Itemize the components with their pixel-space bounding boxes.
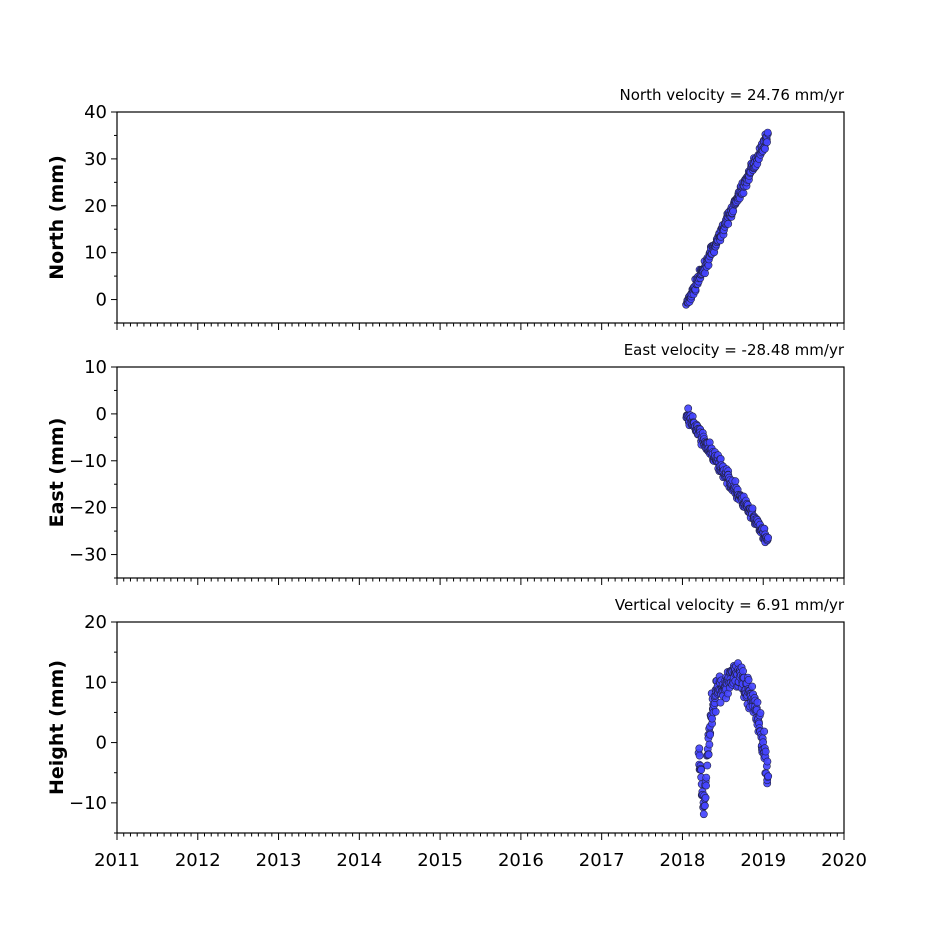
data-point — [764, 533, 772, 542]
data-point — [684, 404, 693, 413]
data-point — [711, 707, 720, 716]
x-tick-label: 2019 — [740, 850, 786, 871]
data-point — [761, 144, 769, 153]
data-point — [731, 477, 740, 486]
x-tick-label: 2017 — [579, 850, 625, 871]
x-tick-label: 2016 — [498, 850, 544, 871]
data-point — [763, 138, 771, 147]
y-tick-label: 10 — [84, 357, 107, 378]
data-point — [764, 772, 773, 781]
y-tick-label: 20 — [84, 196, 107, 217]
y-tick-label: 20 — [84, 612, 107, 633]
y-tick-label: −10 — [69, 793, 107, 814]
y-tick-label: 40 — [84, 102, 107, 123]
series-points — [682, 404, 772, 547]
y-axis-label: East (mm) — [46, 418, 68, 528]
series-points — [682, 128, 772, 309]
data-point — [760, 727, 769, 736]
data-point — [748, 682, 757, 691]
data-point — [763, 128, 772, 137]
data-point — [702, 773, 711, 782]
y-tick-label: 0 — [96, 290, 107, 311]
plot-frame — [116, 621, 845, 834]
data-point — [729, 207, 738, 216]
panel-3: Vertical velocity = 6.91 mm/yr Height (mm… — [46, 596, 867, 871]
y-tick-label: −30 — [69, 545, 107, 566]
panel-2: East velocity = -28.48 mm/yr East (mm)−30… — [46, 341, 845, 585]
plot-frame — [116, 366, 845, 579]
data-point — [697, 765, 706, 774]
panel-1: North velocity = 24.76 mm/yr North (mm) 0 1… — [46, 86, 845, 330]
data-point — [701, 801, 709, 810]
data-point — [744, 676, 753, 684]
y-tick-label: −20 — [69, 498, 107, 519]
data-point — [695, 744, 704, 753]
data-point — [702, 781, 710, 790]
x-tick-label: 2018 — [660, 850, 706, 871]
y-tick-label: 10 — [84, 672, 107, 693]
y-tick-label: 0 — [96, 404, 107, 425]
x-tick-label: 2014 — [336, 850, 382, 871]
data-point — [716, 698, 725, 707]
data-point — [703, 761, 712, 770]
data-point — [706, 730, 714, 739]
y-tick-label: −10 — [69, 451, 107, 472]
y-axis-label: Height (mm) — [46, 660, 68, 795]
x-tick-label: 2020 — [821, 850, 867, 871]
data-point — [699, 810, 708, 819]
velocity-title: East velocity = -28.48 mm/yr — [624, 341, 845, 359]
data-point — [748, 504, 757, 513]
data-point — [695, 751, 704, 760]
x-tick-label: 2012 — [175, 850, 221, 871]
data-point — [756, 709, 765, 717]
data-point — [753, 698, 762, 707]
data-point — [724, 219, 733, 228]
data-point — [705, 740, 714, 749]
data-point — [739, 667, 747, 676]
x-tick-label: 2013 — [256, 850, 302, 871]
data-point — [763, 757, 772, 766]
y-tick-label: 10 — [84, 243, 107, 264]
y-axis-label: North (mm) — [46, 155, 68, 280]
data-point — [761, 747, 770, 756]
velocity-title: North velocity = 24.76 mm/yr — [620, 86, 845, 104]
y-tick-label: 30 — [84, 149, 107, 170]
velocity-title: Vertical velocity = 6.91 mm/yr — [615, 596, 845, 614]
x-tick-label: 2015 — [417, 850, 463, 871]
x-tick-label: 2011 — [94, 850, 140, 871]
data-point — [704, 750, 713, 759]
y-tick-label: 0 — [96, 733, 107, 754]
data-point — [701, 793, 710, 802]
series-points — [694, 659, 773, 819]
